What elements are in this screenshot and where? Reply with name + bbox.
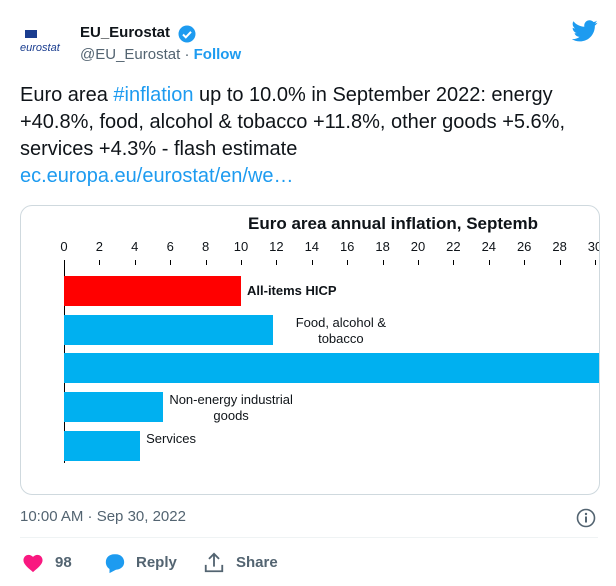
bar [64,392,164,423]
tick-mark [418,260,419,265]
user-name[interactable]: EU_Eurostat [80,24,171,41]
x-tick-label: 0 [60,239,68,254]
x-tick-label: 12 [269,239,284,254]
tick-mark [99,260,101,265]
text: up to 10.0% in September 2022: energy +4… [20,84,566,160]
tick-mark [453,260,455,265]
info-icon[interactable] [576,508,596,528]
link[interactable]: ec.europa.eu/eurostat/en/we… [20,165,294,187]
avatar: eurostat [20,30,70,62]
bar [64,314,273,345]
tick-mark [488,260,490,265]
bar [64,276,241,306]
bar [64,430,141,461]
tick-mark [170,260,172,265]
tick-mark [134,260,136,265]
twitter-logo[interactable] [572,20,598,42]
like-icon[interactable] [22,553,44,573]
x-tick-label: 24 [481,239,497,254]
handle-row: @EU_Eurostat · Follow [80,46,242,63]
chart-title: Euro area annual inflation, Septemb [248,214,538,233]
x-tick-label: 2 [95,239,104,254]
tick-mark [241,260,242,265]
handle[interactable]: @EU_Eurostat [80,46,181,63]
verified-badge [178,25,196,43]
tick-mark [276,260,278,265]
category-label: Services [146,430,196,446]
tick-mark [347,260,349,265]
category-label: Food, alcohol & tobacco [295,314,387,346]
share-button[interactable]: Share [236,554,278,571]
tweet-text: Euro area #inflation up to 10.0% in Sept… [20,82,600,190]
logo-text: eurostat [20,42,60,54]
category-label: Non-energy industrial goods [169,392,293,424]
chart: Euro area annual inflation, Septemb 0 2 4 6 8… [21,206,599,494]
x-tick-label: 28 [552,239,567,254]
x-tick-label: 10 [233,239,249,254]
x-tick-label: 30 [587,239,599,254]
tick-mark [205,260,207,265]
hashtag[interactable]: #inflation [113,84,194,106]
tick-mark [559,260,561,265]
x-tick-label: 26 [516,239,532,254]
chart-card[interactable]: Euro area annual inflation, Septemb 0 2 4 6 8… [20,205,600,495]
tick-mark [311,260,313,265]
x-tick-label: 20 [410,239,426,254]
x-tick-label: 16 [339,239,355,254]
x-tick-label: 8 [201,239,210,254]
x-tick-label: 4 [131,239,139,254]
bar [64,353,599,384]
like-count[interactable]: 98 [55,554,72,571]
share-icon[interactable] [203,552,225,574]
divider [20,537,598,538]
x-tick-label: 6 [166,239,174,254]
reply-icon[interactable] [104,552,126,574]
tick-mark [382,260,384,265]
timestamp[interactable]: 10:00 AM · Sep 30, 2022 [20,508,186,525]
tick-mark [64,260,65,265]
x-tick-label: 18 [375,239,390,254]
text: Euro area [20,84,114,106]
reply-button[interactable]: Reply [136,554,177,571]
x-tick-label: 14 [304,239,320,254]
tick-mark [524,260,526,265]
tick-mark [595,260,596,265]
x-tick-label: 22 [446,239,461,254]
follow-button[interactable]: Follow [193,46,242,63]
category-label: All-items HICP [247,283,337,298]
